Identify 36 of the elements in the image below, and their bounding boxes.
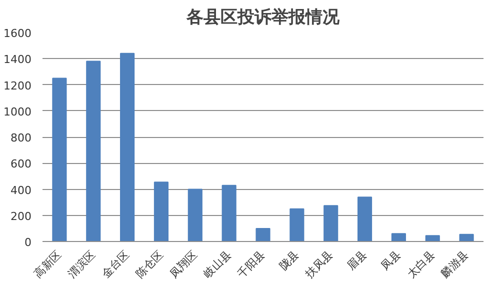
x-tick-label: 麟游县 <box>438 248 472 280</box>
bar <box>222 184 236 242</box>
bar <box>324 205 338 242</box>
y-tick-label: 200 <box>10 210 32 223</box>
x-tick-label: 陈仓区 <box>133 248 166 280</box>
bar <box>290 208 304 242</box>
bar <box>86 60 101 242</box>
x-tick-label: 渭滨区 <box>65 248 98 280</box>
y-tick-label: 0 <box>24 236 32 249</box>
x-tick-label: 岐山县 <box>201 248 234 280</box>
x-tick-label: 陇县 <box>276 248 302 273</box>
bar <box>256 228 270 242</box>
bar <box>459 234 474 242</box>
y-tick-label: 600 <box>10 158 32 171</box>
x-tick-label: 凤县 <box>378 248 404 273</box>
bar <box>425 235 440 242</box>
bar <box>52 78 67 242</box>
y-tick-label: 1200 <box>4 79 32 92</box>
x-tick-label: 千阳县 <box>235 248 268 280</box>
bar <box>120 52 135 242</box>
x-tick-label: 扶风县 <box>302 248 336 282</box>
bar <box>154 182 169 242</box>
bar <box>357 196 372 242</box>
y-tick-label: 1400 <box>4 53 32 66</box>
y-tick-label: 400 <box>10 184 32 197</box>
bar <box>391 233 406 242</box>
y-tick-label: 800 <box>10 132 32 144</box>
bar <box>188 188 202 242</box>
x-tick-label: 太白县 <box>404 248 438 280</box>
y-tick-label: 1600 <box>4 27 32 40</box>
x-tick-label: 眉县 <box>344 248 370 273</box>
chart-title: 各县区投诉举报情况 <box>186 8 340 28</box>
x-tick-label: 金台区 <box>99 248 132 280</box>
y-tick-label: 1000 <box>4 105 32 118</box>
x-tick-label: 高新区 <box>32 248 64 280</box>
x-tick-label: 凤翔区 <box>167 248 200 280</box>
